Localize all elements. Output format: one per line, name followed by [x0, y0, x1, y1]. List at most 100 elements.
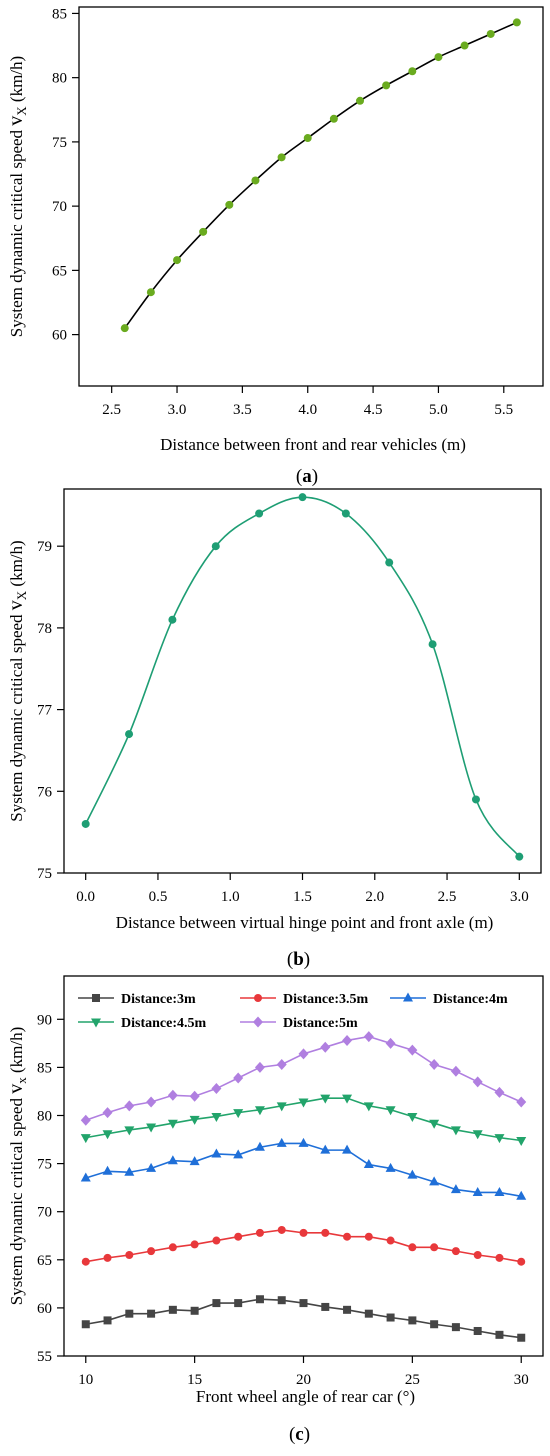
data-point	[298, 493, 307, 502]
x-tick-label: 30	[514, 1372, 529, 1388]
x-tick-label: 25	[405, 1372, 420, 1388]
data-point	[450, 1184, 461, 1194]
data-point	[147, 1309, 156, 1318]
y-tick-label: 76	[37, 784, 53, 800]
series-distance-5m	[80, 1031, 527, 1126]
data-point	[430, 1320, 439, 1329]
data-point	[233, 1072, 244, 1084]
data-point	[254, 1141, 265, 1151]
panel-label: (a)	[296, 466, 318, 487]
data-point	[364, 1309, 373, 1318]
data-point	[299, 1299, 308, 1308]
data-point	[146, 1123, 157, 1133]
data-point	[211, 542, 220, 551]
x-tick-label: 1.5	[293, 889, 312, 905]
x-axis-title: Distance between virtual hinge point and…	[116, 913, 494, 932]
series-line	[84, 496, 520, 858]
data-point	[124, 1126, 135, 1136]
y-axis-title: System dynamic critical speed vX (km/h)	[5, 540, 29, 821]
data-point	[320, 1094, 331, 1104]
data-point	[320, 1144, 331, 1154]
data-point	[386, 1313, 395, 1322]
data-point	[517, 1257, 526, 1266]
y-tick-label: 75	[52, 135, 67, 151]
plot-frame	[78, 6, 544, 387]
data-point	[81, 1257, 90, 1266]
data-point	[429, 1059, 440, 1071]
data-point	[460, 41, 469, 50]
plot-frame	[63, 488, 542, 874]
y-tick-label: 78	[37, 621, 52, 637]
data-point	[385, 558, 394, 567]
data-point	[225, 200, 234, 209]
x-axis-title: Front wheel angle of rear car (°)	[196, 1387, 415, 1406]
data-point	[494, 1134, 505, 1144]
data-point	[277, 1296, 286, 1305]
data-point	[255, 509, 264, 518]
y-tick-label: 70	[52, 199, 67, 215]
data-point	[471, 795, 480, 804]
y-tick-label: 85	[37, 1060, 52, 1076]
data-point	[81, 1320, 90, 1329]
data-point	[168, 1305, 177, 1314]
data-point	[472, 1130, 483, 1140]
x-tick-label: 3.5	[233, 402, 252, 418]
data-point	[80, 1114, 91, 1126]
data-point	[486, 29, 495, 38]
x-tick-label: 0.5	[149, 889, 168, 905]
data-point	[255, 1228, 264, 1237]
legend-label: Distance:4.5m	[121, 1016, 206, 1031]
y-tick-label: 60	[37, 1301, 52, 1317]
data-point	[407, 1044, 418, 1056]
y-tick-label: 65	[37, 1253, 52, 1269]
legend-label: Distance:3m	[121, 992, 196, 1007]
data-point	[408, 1243, 417, 1252]
data-point	[321, 1302, 330, 1311]
y-tick-label: 80	[52, 71, 67, 87]
data-point	[407, 1112, 418, 1122]
x-axis-title: Distance between front and rear vehicles…	[160, 435, 466, 454]
data-point	[212, 1299, 221, 1308]
data-point	[233, 1149, 244, 1159]
data-point	[167, 1119, 178, 1129]
data-point	[173, 256, 182, 265]
legend-item: Distance:4m	[390, 992, 508, 1007]
data-point	[254, 1061, 265, 1073]
data-point	[146, 288, 155, 297]
data-point	[451, 1247, 460, 1256]
data-point	[189, 1090, 200, 1102]
legend-swatch-marker	[403, 992, 413, 1002]
data-point	[472, 1076, 483, 1088]
data-point	[343, 1232, 352, 1241]
data-point	[146, 1096, 157, 1108]
data-point	[429, 1119, 440, 1129]
data-point	[515, 852, 524, 861]
x-tick-label: 4.5	[364, 402, 383, 418]
data-point	[364, 1232, 373, 1241]
y-axis-title: System dynamic critical speed vx (km/h)	[5, 1027, 29, 1306]
series-1	[120, 18, 521, 333]
data-point	[517, 1333, 526, 1342]
data-point	[147, 1247, 156, 1256]
data-point	[103, 1253, 112, 1262]
data-point	[516, 1190, 527, 1200]
data-point	[407, 1169, 418, 1179]
x-tick-label: 3.0	[510, 889, 529, 905]
x-tick-label: 15	[187, 1372, 202, 1388]
data-point	[342, 1144, 353, 1154]
data-point	[124, 1166, 135, 1176]
legend-swatch-marker	[254, 994, 262, 1002]
data-point	[276, 1137, 287, 1147]
data-point	[428, 640, 437, 649]
legend-swatch-marker	[91, 1018, 101, 1028]
y-axis-title: System dynamic critical speed vX (km/h)	[5, 56, 29, 337]
y-tick-label: 79	[37, 539, 52, 555]
data-point	[277, 153, 286, 162]
data-point	[146, 1162, 157, 1172]
data-point	[385, 1106, 396, 1116]
data-point	[255, 1295, 264, 1304]
y-tick-label: 85	[52, 6, 67, 22]
data-point	[299, 1228, 308, 1237]
data-point	[329, 114, 338, 123]
